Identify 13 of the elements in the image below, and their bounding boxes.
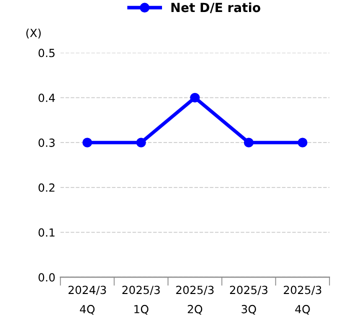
y-tick-label: 0.2 — [38, 183, 54, 192]
y-tick-label: 0.0 — [38, 273, 55, 282]
y-tick-label: 0.1 — [38, 228, 54, 237]
x-tick-label: 2025/3 4Q — [284, 286, 322, 315]
x-tick-label: 2025/3 1Q — [122, 286, 160, 315]
x-tick-label: 2025/3 3Q — [230, 286, 268, 315]
y-tick-label: 0.4 — [38, 94, 55, 102]
y-axis-title: (X) — [26, 28, 41, 38]
x-tick-label: 2024/3 4Q — [68, 286, 106, 315]
x-tick-label: 2025/3 2Q — [176, 286, 214, 315]
y-tick-label: 0.5 — [38, 48, 55, 58]
y-tick-label: 0.3 — [38, 138, 55, 147]
legend-label: Net D/E ratio — [171, 2, 260, 14]
